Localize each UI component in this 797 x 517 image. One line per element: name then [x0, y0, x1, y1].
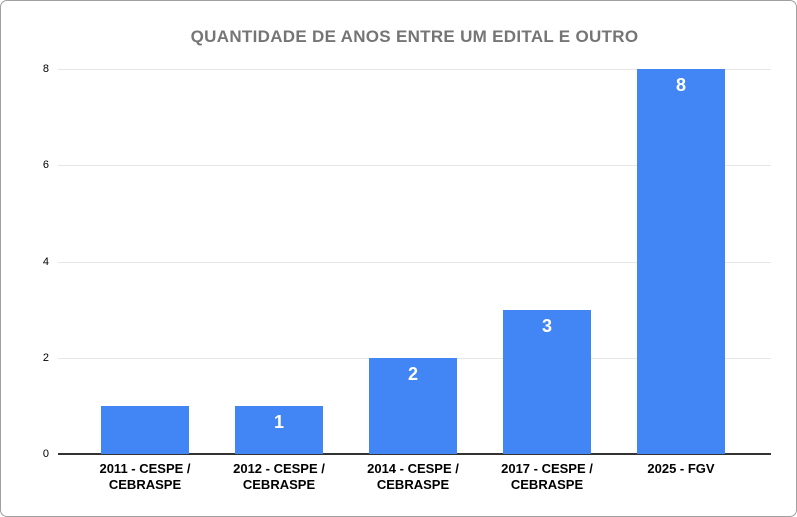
y-tick-label: 8 — [42, 63, 49, 75]
bar-value-label: 8 — [675, 75, 686, 95]
x-axis-label-line: CEBRASPE — [242, 477, 316, 492]
chart-title: QUANTIDADE DE ANOS ENTRE UM EDITAL E OUT… — [190, 27, 639, 46]
y-tick-label: 6 — [42, 159, 49, 172]
x-axis-label-line: 2014 - CESPE / — [367, 461, 459, 476]
gridline — [58, 261, 771, 263]
x-axis-label-line: CEBRASPE — [376, 477, 450, 492]
x-axis-label-line: 2011 - CESPE / — [99, 461, 191, 476]
bar: 8 — [637, 69, 725, 454]
x-axis-label: 2012 - CESPE / CEBRASPE — [204, 461, 354, 493]
bar-value-label: 1 — [273, 411, 284, 432]
gridline — [58, 69, 771, 70]
x-axis-label-line: 2012 - CESPE / — [233, 461, 325, 476]
y-tick-label: 4 — [42, 255, 49, 268]
x-axis-label: 2011 - CESPE / CEBRASPE — [70, 461, 220, 493]
x-axis-label-line: CEBRASPE — [108, 477, 182, 492]
x-axis-label: 2025 - FGV — [606, 461, 756, 477]
bar-value-label: 2 — [407, 363, 418, 384]
x-axis-label-line: CEBRASPE — [510, 477, 584, 492]
x-axis-label: 2017 - CESPE / CEBRASPE — [472, 461, 622, 493]
y-tick-label: 2 — [42, 351, 49, 364]
gridline — [58, 165, 771, 167]
x-axis-label-line: 2017 - CESPE / — [501, 461, 593, 476]
x-axis-label-line: 2025 - FGV — [647, 461, 715, 476]
bar-value-label: 3 — [541, 315, 552, 336]
bar: 3 — [503, 309, 591, 454]
x-axis-label: 2014 - CESPE / CEBRASPE — [338, 461, 488, 493]
bar — [101, 405, 189, 454]
bar: 2 — [369, 357, 457, 454]
y-tick-label: 0 — [42, 448, 49, 460]
x-axis-baseline — [58, 453, 771, 455]
bar: 1 — [235, 405, 323, 454]
